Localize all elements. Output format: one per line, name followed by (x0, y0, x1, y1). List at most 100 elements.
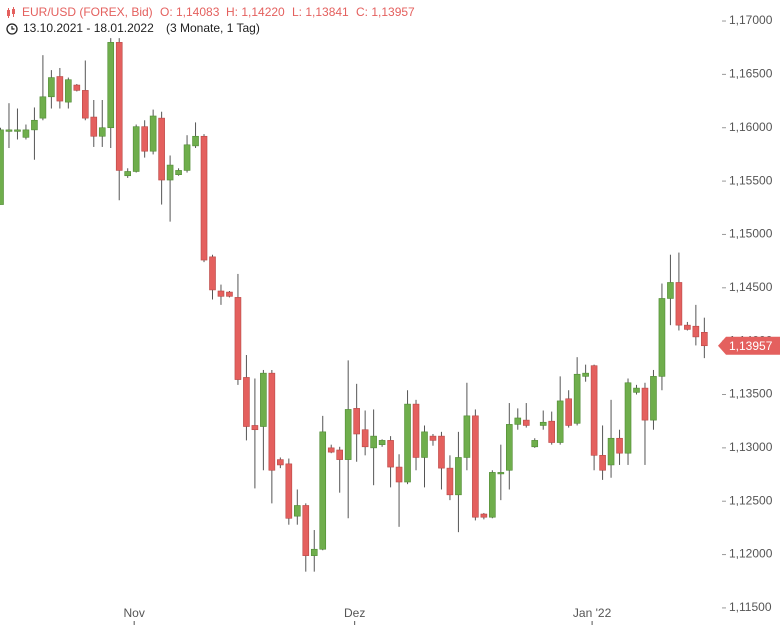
candle-body (5, 129, 13, 132)
candle-body (378, 440, 386, 445)
candle-body (624, 382, 632, 454)
chart-title: EUR/USD (FOREX, Bid) (22, 5, 153, 19)
candle-body (268, 372, 276, 471)
candle-body (353, 408, 360, 435)
candle-body (387, 440, 394, 468)
candle-body (31, 119, 38, 131)
candle-body (319, 431, 327, 550)
candle-body (489, 472, 496, 518)
header-close: C: 1,13957 (356, 5, 415, 19)
y-tick-label: 1,15000 (729, 227, 773, 241)
candle-body (370, 435, 377, 449)
candle-body (701, 331, 708, 347)
y-tick-label: 1,13000 (729, 440, 773, 454)
header-low: L: 1,13841 (292, 5, 349, 19)
candle-body (166, 164, 174, 181)
candle-body (641, 387, 649, 421)
candle-body (260, 372, 267, 427)
candle-body (141, 126, 148, 152)
candle-body (582, 372, 589, 377)
candle-body (692, 325, 700, 338)
candle-body (209, 256, 216, 291)
y-tick-label: 1,15500 (729, 173, 773, 187)
candle-body (336, 449, 344, 460)
candle-body (90, 116, 98, 137)
x-tick-label: Jan '22 (573, 606, 612, 620)
header-open: O: 1,14083 (160, 5, 220, 19)
candle-body (463, 415, 471, 458)
candle-body (285, 463, 293, 519)
candle-body (200, 135, 208, 261)
candle-body (158, 117, 165, 181)
candle-body (22, 129, 30, 138)
candle-body (115, 42, 123, 171)
x-tick-label: Nov (124, 606, 145, 620)
candle-body (124, 171, 131, 177)
y-tick-label: 1,16500 (729, 67, 773, 81)
candle-body (293, 505, 301, 517)
candle-body (548, 420, 556, 443)
y-tick-label: 1,12500 (729, 493, 773, 507)
date-range: 13.10.2021 - 18.01.2022 (23, 21, 154, 35)
last-price-label: 1,13957 (729, 339, 773, 353)
candle-body (650, 376, 657, 421)
candle-body (573, 373, 581, 424)
candle-body (226, 291, 233, 297)
candle-body (234, 297, 242, 380)
last-price-badge (718, 336, 780, 355)
candle-body (667, 282, 674, 299)
candle-body (480, 513, 488, 518)
candle-body (531, 440, 539, 448)
candle-body (675, 282, 683, 326)
candle-body (251, 425, 259, 431)
candle-body (56, 76, 64, 102)
candle-body (658, 298, 666, 377)
candle-body (39, 96, 47, 119)
candle-body (327, 447, 335, 453)
period: (3 Monate, 1 Tag) (166, 21, 260, 35)
candle-body (412, 403, 420, 458)
y-tick-label: 1,11500 (729, 600, 772, 614)
candle-body (404, 403, 411, 483)
candle-body (590, 365, 598, 456)
y-tick-label: 1,17000 (729, 13, 773, 27)
candle-body (684, 324, 691, 330)
y-tick-label: 1,14500 (729, 280, 773, 294)
candle-body (429, 435, 437, 441)
candle-body (82, 90, 89, 119)
candle-body (132, 126, 140, 172)
candle-body (361, 429, 369, 448)
candle-body (344, 409, 352, 460)
y-tick-label: 1,16000 (729, 120, 773, 134)
candle-body (395, 466, 403, 483)
candle-body (565, 398, 572, 426)
candle-body (0, 129, 4, 205)
header-icon (7, 7, 15, 18)
candle-body (192, 135, 199, 147)
candle-body (421, 431, 428, 458)
candle-body (497, 472, 505, 475)
candle-body (514, 417, 522, 425)
candle-body (175, 170, 182, 175)
candle-body (14, 129, 21, 132)
candle-body (556, 400, 564, 443)
candle-body (539, 421, 547, 426)
candle-body (183, 144, 191, 171)
candle-body (633, 387, 640, 393)
x-tick-label: Dez (344, 606, 365, 620)
candle-body (98, 127, 106, 137)
candle-body (607, 437, 615, 466)
candle-body (522, 419, 530, 426)
clock-icon (6, 23, 18, 35)
candle-body (65, 79, 72, 103)
candle-body (243, 377, 250, 427)
candle-body (277, 459, 284, 466)
candle-body (107, 42, 115, 129)
candle-body (472, 415, 479, 518)
candle-body (302, 505, 310, 556)
candle-body (505, 424, 513, 471)
y-tick-label: 1,13500 (729, 387, 773, 401)
candle-body (73, 84, 81, 91)
